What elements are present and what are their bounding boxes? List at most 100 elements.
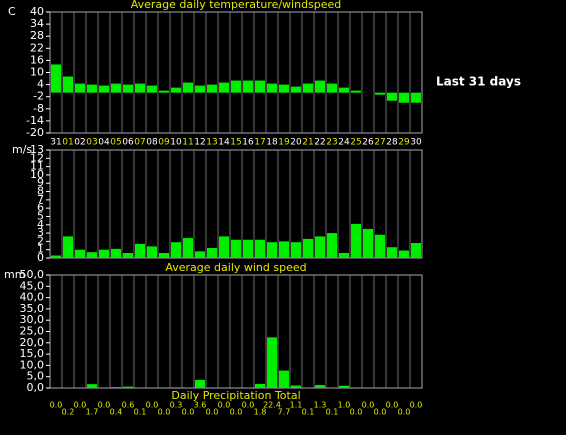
- x-tick-label: 01: [62, 138, 73, 148]
- value-label: 0.1: [302, 408, 315, 417]
- value-label: 22.4: [263, 401, 281, 410]
- y-tick-label: -14: [26, 114, 44, 127]
- y-tick-label: -20: [26, 126, 44, 139]
- x-tick-label: 31: [50, 138, 61, 148]
- bar: [315, 236, 325, 258]
- x-tick-label: 25: [350, 138, 361, 148]
- bar: [111, 387, 121, 388]
- bar: [315, 80, 325, 93]
- y-tick-label: 1: [37, 243, 44, 256]
- bar: [339, 385, 349, 388]
- x-tick-label: 06: [122, 138, 134, 148]
- value-label: 0.0: [50, 401, 63, 410]
- value-label: 1.0: [338, 401, 351, 410]
- bar: [291, 385, 301, 388]
- bar: [87, 384, 97, 388]
- bar: [171, 87, 181, 93]
- bar: [195, 85, 205, 93]
- y-axis-label: mm: [4, 268, 25, 281]
- plot-frame: [49, 11, 423, 134]
- bar: [219, 236, 229, 258]
- value-label: 0.3: [170, 401, 183, 410]
- bar: [123, 253, 133, 258]
- bar: [87, 84, 97, 93]
- bar: [339, 87, 349, 93]
- bar: [123, 386, 133, 388]
- bar: [207, 84, 217, 93]
- y-tick-label: 45,0: [20, 279, 45, 292]
- bar: [351, 223, 361, 258]
- y-tick-label: 10: [30, 66, 44, 79]
- bar: [147, 85, 157, 93]
- x-tick-label: 28: [386, 138, 398, 148]
- y-tick-label: 10,0: [20, 358, 45, 371]
- value-label: 0.1: [326, 408, 339, 417]
- x-tick-label: 14: [218, 138, 230, 148]
- bar: [243, 80, 253, 93]
- x-tick-label: 10: [170, 138, 182, 148]
- value-label: 0.0: [206, 408, 219, 417]
- x-tick-label: 21: [302, 138, 313, 148]
- bar: [63, 236, 73, 258]
- bar: [291, 86, 301, 93]
- bar: [291, 242, 301, 258]
- x-tick-label: 11: [182, 138, 193, 148]
- value-label: 0.0: [398, 408, 411, 417]
- bar: [75, 249, 85, 258]
- bar: [99, 249, 109, 258]
- x-tick-label: 03: [86, 138, 97, 148]
- bar: [63, 76, 73, 93]
- bar: [243, 239, 253, 258]
- x-tick-label: 30: [410, 138, 422, 148]
- y-tick-label: 10: [30, 168, 44, 181]
- x-tick-label: 05: [110, 138, 121, 148]
- y-tick-label: 12: [30, 151, 44, 164]
- value-label: 0.0: [410, 401, 423, 410]
- y-tick-label: 3: [37, 226, 44, 239]
- bar: [255, 80, 265, 93]
- y-tick-label: 15,0: [20, 347, 45, 360]
- bar: [303, 83, 313, 93]
- bar: [387, 247, 397, 258]
- plot-frame: [49, 274, 423, 389]
- y-tick-label: 4: [37, 218, 44, 231]
- bar: [375, 92, 385, 95]
- side-label: Last 31 days: [436, 75, 521, 89]
- bar: [375, 234, 385, 258]
- y-tick-label: 0,0: [27, 381, 45, 394]
- y-tick-label: 34: [30, 17, 44, 30]
- y-tick-label: 11: [30, 160, 44, 173]
- value-label: 0.0: [158, 408, 171, 417]
- bar: [51, 255, 61, 258]
- x-tick-label: 19: [278, 138, 290, 148]
- x-tick-label: 09: [158, 138, 170, 148]
- value-label: 0.1: [134, 408, 147, 417]
- x-tick-label: 08: [146, 138, 158, 148]
- y-axis-label: C: [8, 5, 16, 18]
- x-tick-label: 26: [362, 138, 374, 148]
- value-label: 0.4: [110, 408, 123, 417]
- bar: [303, 238, 313, 258]
- bar: [99, 85, 109, 93]
- x-tick-label: 02: [74, 138, 85, 148]
- bar: [75, 83, 85, 93]
- chart-title: Average daily wind speed: [165, 261, 306, 274]
- bar: [399, 250, 409, 258]
- y-tick-label: 25,0: [20, 325, 45, 338]
- value-label: 0.6: [122, 401, 135, 410]
- bar: [279, 84, 289, 93]
- y-tick-label: 13: [30, 143, 44, 156]
- bar: [231, 239, 241, 258]
- value-label: 0.0: [242, 401, 255, 410]
- bar: [195, 251, 205, 258]
- bar: [111, 248, 121, 258]
- y-tick-label: 7: [37, 193, 44, 206]
- bar: [231, 80, 241, 93]
- chart-title: Average daily temperature/windspeed: [131, 0, 342, 11]
- bar: [255, 383, 265, 388]
- value-label: 0.0: [230, 408, 243, 417]
- bar: [147, 246, 157, 258]
- x-tick-label: 13: [206, 138, 217, 148]
- bar: [327, 233, 337, 258]
